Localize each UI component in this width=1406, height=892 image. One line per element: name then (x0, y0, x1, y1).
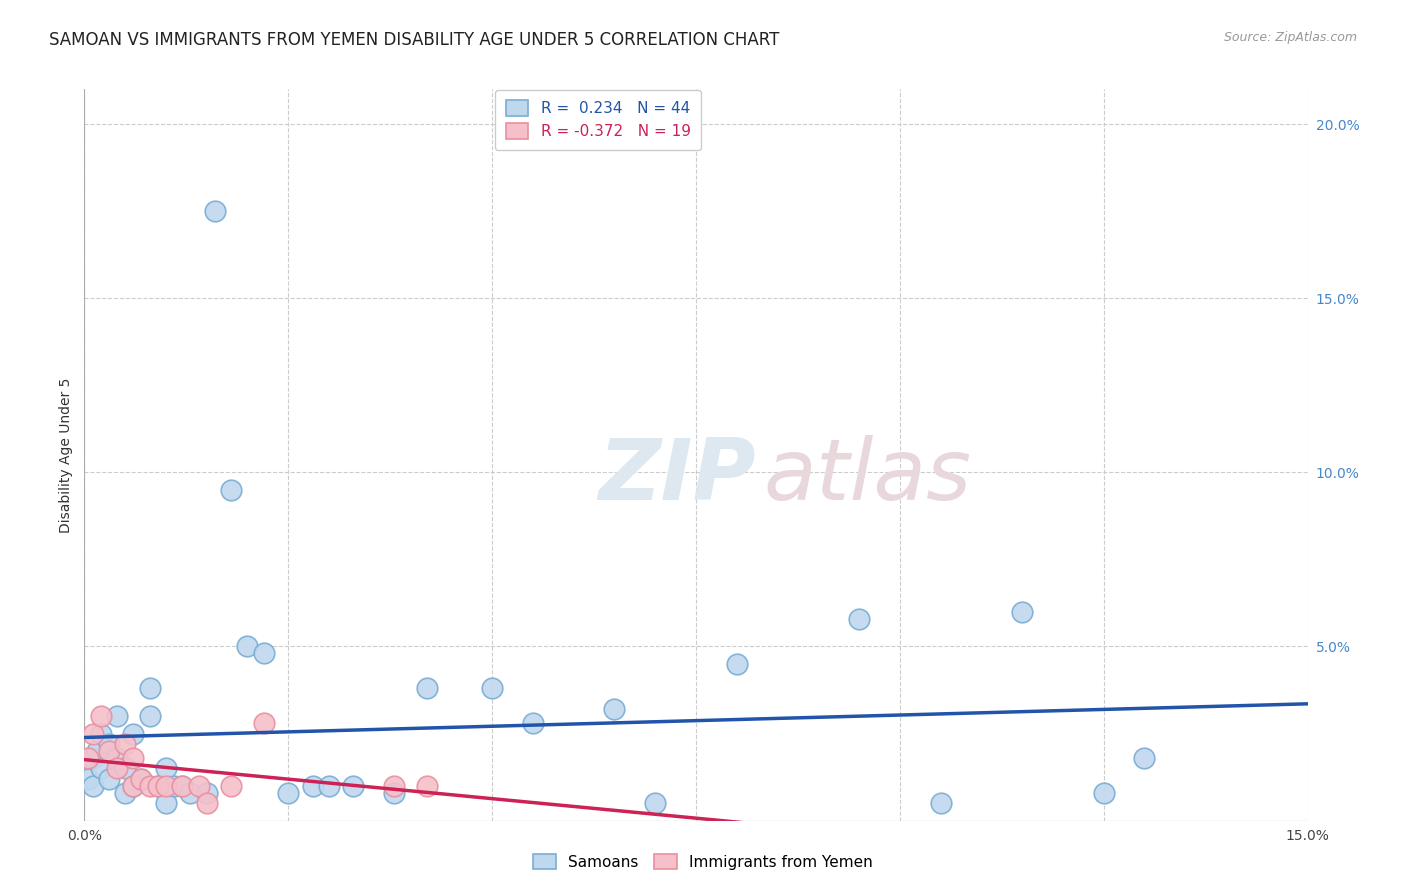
Point (97, 744, 120, 758)
Point (253, 647, 276, 661)
Point (172, 779, 194, 793)
Point (644, 796, 666, 810)
Point (105, 751, 128, 765)
Point (90, 709, 112, 723)
Point (219, 483, 242, 497)
Point (155, 796, 177, 810)
Point (163, 779, 186, 793)
Point (219, 779, 242, 793)
Point (77, 751, 100, 765)
Point (195, 796, 218, 810)
Point (122, 779, 145, 793)
Point (146, 779, 169, 793)
Point (122, 751, 145, 765)
Y-axis label: Disability Age Under 5: Disability Age Under 5 (59, 377, 73, 533)
Point (114, 786, 136, 800)
Point (848, 612, 870, 626)
Point (131, 772, 153, 786)
Point (146, 779, 169, 793)
Point (416, 779, 439, 793)
Point (929, 796, 952, 810)
Point (1092, 786, 1115, 800)
Point (86, 744, 108, 758)
Point (318, 779, 340, 793)
Point (90, 761, 112, 775)
Point (82, 751, 104, 765)
Point (342, 779, 364, 793)
Point (122, 779, 145, 793)
Point (301, 779, 323, 793)
Legend: R =  0.234   N = 44, R = -0.372   N = 19: R = 0.234 N = 44, R = -0.372 N = 19 (495, 89, 702, 150)
Point (138, 681, 160, 696)
Point (725, 657, 748, 671)
Text: Source: ZipAtlas.com: Source: ZipAtlas.com (1223, 31, 1357, 45)
Point (204, 204, 226, 219)
Point (522, 716, 544, 731)
Point (97, 737, 120, 751)
Point (82, 779, 104, 793)
Point (481, 681, 503, 696)
Point (603, 702, 626, 716)
Point (172, 779, 194, 793)
Point (138, 779, 160, 793)
Text: SAMOAN VS IMMIGRANTS FROM YEMEN DISABILITY AGE UNDER 5 CORRELATION CHART: SAMOAN VS IMMIGRANTS FROM YEMEN DISABILI… (49, 31, 779, 49)
Point (114, 761, 136, 775)
Point (416, 681, 439, 696)
Point (253, 716, 276, 731)
Point (1011, 605, 1033, 619)
Point (382, 786, 405, 800)
Point (97, 772, 120, 786)
Point (179, 786, 201, 800)
Point (187, 779, 209, 793)
Point (122, 726, 145, 740)
Point (131, 772, 153, 786)
Point (155, 779, 177, 793)
Point (105, 761, 128, 775)
Point (105, 709, 128, 723)
Point (77, 772, 100, 786)
Text: atlas: atlas (763, 435, 972, 518)
Point (236, 640, 259, 654)
Point (82, 726, 104, 740)
Legend: Samoans, Immigrants from Yemen: Samoans, Immigrants from Yemen (526, 846, 880, 877)
Point (277, 786, 299, 800)
Point (155, 761, 177, 775)
Point (382, 779, 405, 793)
Text: ZIP: ZIP (598, 435, 756, 518)
Point (195, 786, 218, 800)
Point (1133, 751, 1156, 765)
Point (90, 726, 112, 740)
Point (138, 709, 160, 723)
Point (114, 737, 136, 751)
